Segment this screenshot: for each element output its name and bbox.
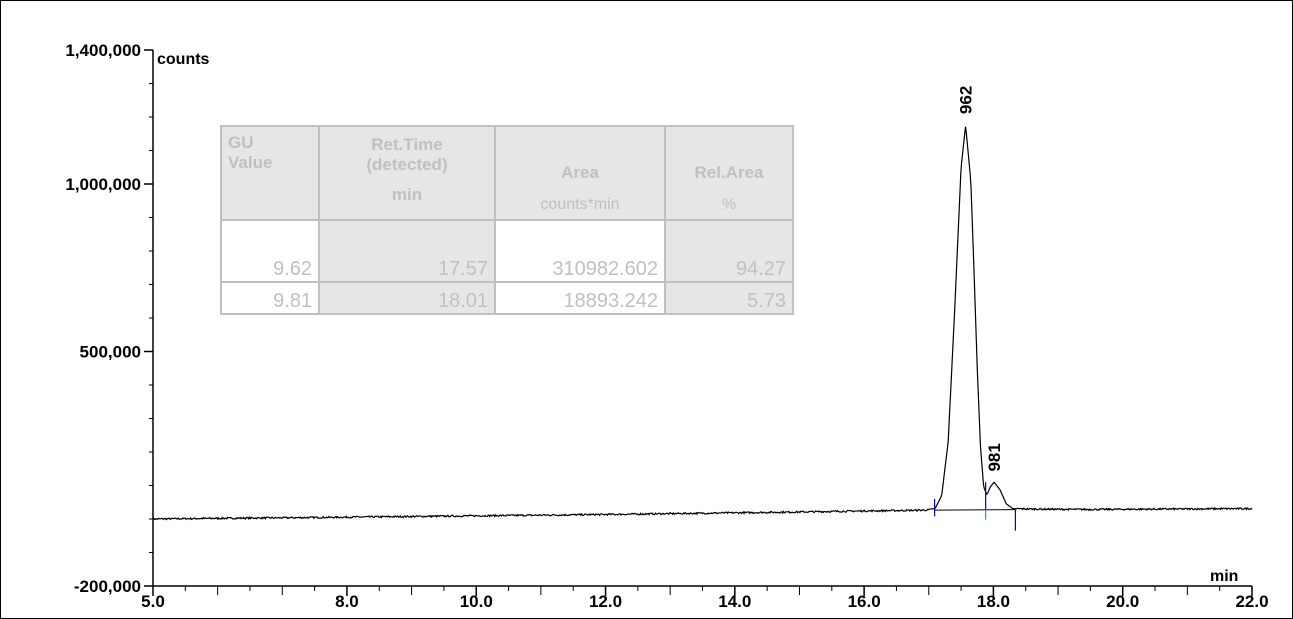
table-row: 9.62 17.57 310982.602 94.27: [220, 219, 794, 283]
cell-ret-time: 17.57: [318, 219, 496, 283]
header-ret-time: Ret.Time (detected) min: [318, 125, 496, 221]
x-tick-label: 8.0: [335, 592, 359, 611]
peak-label: 962: [957, 86, 976, 114]
x-tick-label: 20.0: [1106, 592, 1139, 611]
peak-label: 981: [985, 443, 1004, 471]
header-gu-value: GU Value: [220, 125, 320, 221]
peak-labels: 962 981: [957, 86, 1004, 472]
y-tick-label: 1,000,000: [65, 175, 141, 194]
peak-table-header: GU Value Ret.Time (detected) min Area counts…: [220, 125, 794, 221]
x-tick-label: 10.0: [460, 592, 493, 611]
x-ticks: 5.0 8.0 10.0 12.0 14.0 16.0 18.0 20.0 22.0: [141, 586, 1269, 611]
cell-rel-area: 94.27: [664, 219, 794, 283]
x-tick-label: 16.0: [848, 592, 881, 611]
integration-baseline: [934, 509, 1016, 511]
cell-gu: 9.81: [220, 281, 320, 315]
x-tick-label: 12.0: [589, 592, 622, 611]
x-minor-ticks: [152, 586, 1253, 595]
cell-area: 310982.602: [494, 219, 666, 283]
x-tick-label: 22.0: [1235, 592, 1268, 611]
y-tick-label: -200,000: [74, 577, 141, 596]
cell-ret-time: 18.01: [318, 281, 496, 315]
table-row: 9.81 18.01 18893.242 5.73: [220, 281, 794, 315]
cell-gu: 9.62: [220, 219, 320, 283]
peak-markers: [933, 482, 1016, 531]
y-axis-label: counts: [157, 51, 210, 68]
x-tick-label: 5.0: [141, 592, 165, 611]
cell-area: 18893.242: [494, 281, 666, 315]
header-area: Area counts*min: [494, 125, 666, 221]
y-tick-label: 500,000: [80, 343, 141, 362]
x-axis-label: min: [1210, 568, 1238, 585]
y-tick-label: 1,400,000: [65, 41, 141, 60]
peak-table: GU Value Ret.Time (detected) min Area counts…: [220, 125, 794, 315]
x-tick-label: 18.0: [977, 592, 1010, 611]
cell-rel-area: 5.73: [664, 281, 794, 315]
header-rel-area: Rel.Area%: [664, 125, 794, 221]
x-tick-label: 14.0: [718, 592, 751, 611]
chromatogram-trace: [152, 126, 1253, 521]
y-ticks: -200,000 500,000 1,000,000 1,400,000: [65, 41, 153, 596]
